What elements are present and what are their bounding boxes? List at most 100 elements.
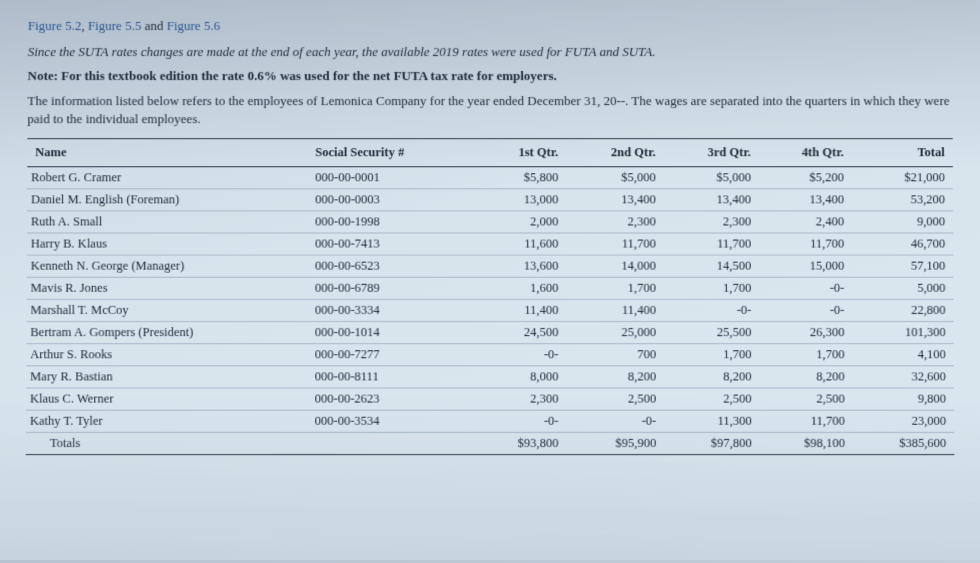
cell-total: 101,300 xyxy=(852,322,953,344)
cell-q4: 8,200 xyxy=(760,366,853,388)
table-row: Bertram A. Gompers (President)000-00-101… xyxy=(26,322,953,344)
cell-q2-total: $95,900 xyxy=(567,433,665,455)
cell-q1: 13,000 xyxy=(475,189,566,211)
cell-total: 5,000 xyxy=(852,278,953,300)
cell-ssn: 000-00-3334 xyxy=(307,300,476,322)
cell-q1: 1,600 xyxy=(475,278,566,300)
table-row: Robert G. Cramer000-00-0001$5,800$5,000$… xyxy=(27,167,953,189)
cell-q3: 8,200 xyxy=(664,366,759,388)
cell-q1: -0- xyxy=(475,344,566,366)
cell-q4: 15,000 xyxy=(759,255,852,277)
cell-q4: $5,200 xyxy=(759,167,852,189)
table-row: Klaus C. Werner000-00-26232,3002,5002,50… xyxy=(26,388,954,410)
col-q2: 2nd Qtr. xyxy=(566,139,663,167)
col-name: Name xyxy=(27,139,307,167)
cell-q1-total: $93,800 xyxy=(475,433,566,455)
cell-q2: -0- xyxy=(567,411,665,433)
figure-link-5-6[interactable]: Figure 5.6 xyxy=(167,18,221,33)
cell-q3: 1,700 xyxy=(664,278,759,300)
cell-total: 4,100 xyxy=(853,344,954,366)
cell-q1: 2,000 xyxy=(475,211,566,233)
cell-ssn: 000-00-1998 xyxy=(307,211,475,233)
cell-q1: 13,600 xyxy=(475,255,566,277)
ref-and: and xyxy=(141,18,166,33)
cell-q1: 11,400 xyxy=(475,300,566,322)
table-header-row: Name Social Security # 1st Qtr. 2nd Qtr.… xyxy=(27,139,953,167)
cell-q3: 2,500 xyxy=(664,388,759,410)
cell-q1: 8,000 xyxy=(475,366,566,388)
cell-total: 9,000 xyxy=(852,211,953,233)
cell-ssn: 000-00-7277 xyxy=(307,344,476,366)
cell-ssn: 000-00-7413 xyxy=(307,233,476,255)
table-row: Kenneth N. George (Manager)000-00-652313… xyxy=(27,255,954,277)
cell-total: 46,700 xyxy=(852,233,953,255)
cell-total: 53,200 xyxy=(852,189,953,211)
cell-name: Mary R. Bastian xyxy=(26,366,307,388)
table-totals-row: Totals$93,800$95,900$97,800$98,100$385,6… xyxy=(26,433,955,455)
cell-q2: 2,300 xyxy=(566,211,664,233)
col-ssn: Social Security # xyxy=(307,139,475,167)
cell-q3: 14,500 xyxy=(664,255,759,277)
cell-q3: 11,700 xyxy=(664,233,759,255)
cell-q1: $5,800 xyxy=(476,167,567,189)
cell-q3: 25,500 xyxy=(664,322,759,344)
cell-q3: 2,300 xyxy=(664,211,759,233)
cell-total: 32,600 xyxy=(853,366,954,388)
figure-link-5-5[interactable]: Figure 5.5 xyxy=(88,18,142,33)
cell-total: 57,100 xyxy=(852,255,953,277)
table-row: Marshall T. McCoy000-00-333411,40011,400… xyxy=(26,300,953,322)
cell-q4: -0- xyxy=(759,300,852,322)
col-q3: 3rd Qtr. xyxy=(664,139,759,167)
cell-q1: -0- xyxy=(475,411,566,433)
cell-empty xyxy=(307,433,476,455)
cell-q4: 11,700 xyxy=(759,233,852,255)
cell-ssn: 000-00-8111 xyxy=(307,366,476,388)
cell-grand-total: $385,600 xyxy=(853,433,954,455)
cell-q1: 11,600 xyxy=(475,233,566,255)
cell-total: 23,000 xyxy=(853,411,954,433)
cell-q2: 14,000 xyxy=(566,255,664,277)
col-q4: 4th Qtr. xyxy=(759,139,852,167)
cell-name: Daniel M. English (Foreman) xyxy=(27,189,307,211)
table-row: Daniel M. English (Foreman)000-00-000313… xyxy=(27,189,953,211)
cell-q1: 24,500 xyxy=(475,322,566,344)
cell-name: Harry B. Klaus xyxy=(27,233,307,255)
cell-name: Kenneth N. George (Manager) xyxy=(27,255,307,277)
cell-q4: -0- xyxy=(759,278,852,300)
cell-ssn: 000-00-6523 xyxy=(307,255,476,277)
cell-q3: 11,300 xyxy=(664,411,759,433)
cell-name: Mavis R. Jones xyxy=(26,278,306,300)
cell-q2: 2,500 xyxy=(567,388,665,410)
table-row: Arthur S. Rooks000-00-7277-0-7001,7001,7… xyxy=(26,344,954,366)
cell-q2: 13,400 xyxy=(566,189,663,211)
cell-q4: 2,400 xyxy=(759,211,852,233)
cell-totals-label: Totals xyxy=(26,433,307,455)
cell-name: Ruth A. Small xyxy=(27,211,307,233)
cell-q4: 26,300 xyxy=(759,322,852,344)
cell-q2: 700 xyxy=(567,344,665,366)
cell-q2: 8,200 xyxy=(567,366,665,388)
cell-total: 22,800 xyxy=(852,300,953,322)
wages-table: Name Social Security # 1st Qtr. 2nd Qtr.… xyxy=(26,139,955,456)
cell-name: Bertram A. Gompers (President) xyxy=(26,322,307,344)
cell-q3-total: $97,800 xyxy=(664,433,759,455)
cell-q3: -0- xyxy=(664,300,759,322)
cell-name: Robert G. Cramer xyxy=(27,167,307,189)
col-q1: 1st Qtr. xyxy=(476,139,567,167)
cell-q2: 1,700 xyxy=(566,278,664,300)
cell-name: Kathy T. Tyler xyxy=(26,411,307,433)
figure-link-5-2[interactable]: Figure 5.2 xyxy=(28,18,82,33)
cell-ssn: 000-00-0003 xyxy=(307,189,475,211)
cell-q1: 2,300 xyxy=(475,388,566,410)
note-paragraph: Note: For this textbook edition the rate… xyxy=(28,68,953,84)
col-total: Total xyxy=(852,139,953,167)
cell-ssn: 000-00-3534 xyxy=(307,411,476,433)
intro-paragraph: Since the SUTA rates changes are made at… xyxy=(28,44,953,60)
cell-q4: 11,700 xyxy=(760,411,853,433)
table-row: Mary R. Bastian000-00-81118,0008,2008,20… xyxy=(26,366,954,388)
cell-q2: 11,400 xyxy=(566,300,664,322)
cell-q4: 13,400 xyxy=(759,189,852,211)
cell-ssn: 000-00-1014 xyxy=(307,322,476,344)
cell-ssn: 000-00-0001 xyxy=(307,167,475,189)
table-row: Ruth A. Small000-00-19982,0002,3002,3002… xyxy=(27,211,953,233)
